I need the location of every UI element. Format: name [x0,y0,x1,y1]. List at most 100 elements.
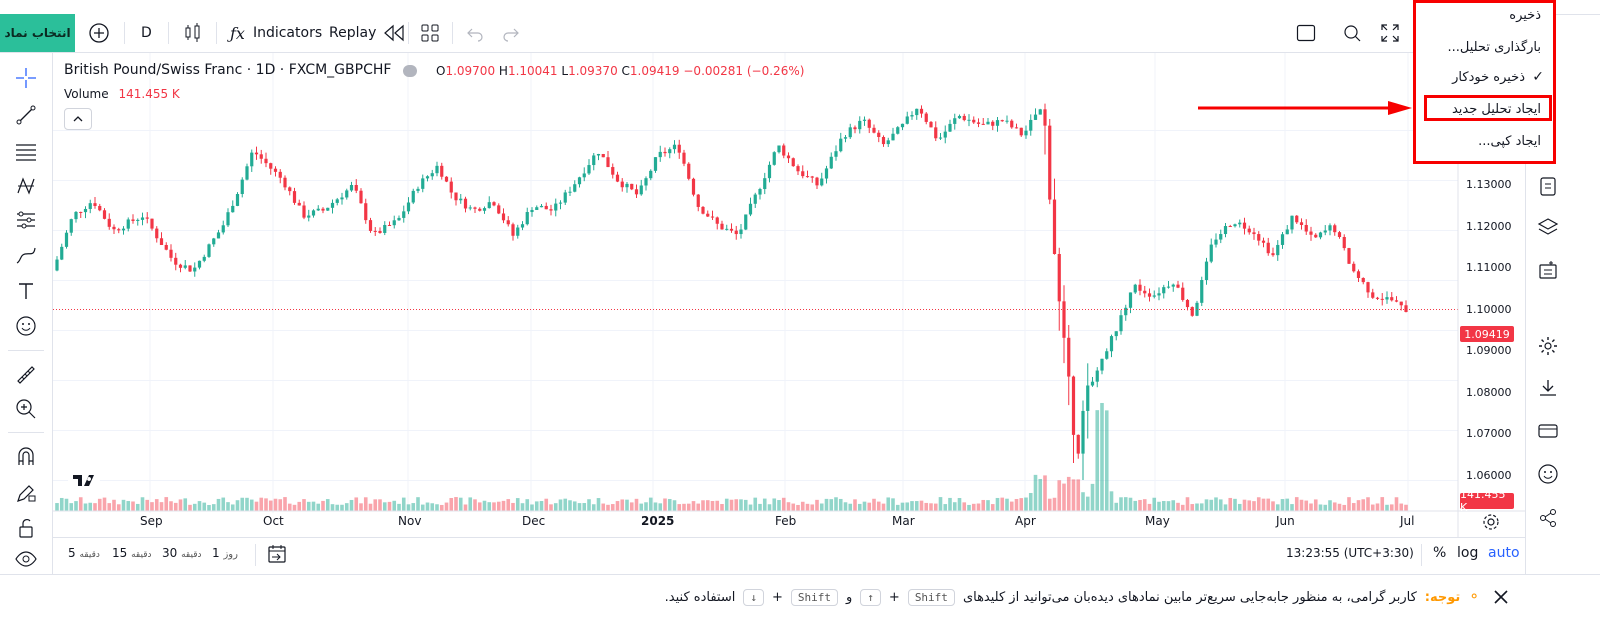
candle-body [1347,248,1351,264]
candle-body [715,217,719,224]
volume-bar [819,503,824,511]
axis-settings-button[interactable] [1482,513,1500,535]
quick-search-button[interactable] [1342,14,1362,52]
replay-button[interactable]: Replay [329,14,406,52]
symbol-title[interactable]: British Pound/Swiss Franc · 1D · FXCM_GB… [64,62,392,78]
volume-bar [183,498,188,511]
candle-body [753,194,757,204]
volume-bar [1085,496,1090,511]
candle-body [321,208,325,211]
replay-label: Replay [329,25,377,41]
menu-item-save[interactable]: ذخیره [1509,8,1541,23]
download-button[interactable] [1535,375,1561,401]
expand-button[interactable] [1380,14,1400,52]
range-30m[interactable]: 30 دقیقه [162,546,202,560]
candle-body [254,152,259,155]
status-dot [403,65,417,77]
layers-button[interactable] [1535,214,1561,240]
magnet-tool[interactable] [13,444,39,470]
candle-body [535,207,539,210]
volume-bar [606,504,610,511]
emoji-tool[interactable] [13,313,39,339]
candle-body [919,108,924,114]
close-notice-button[interactable] [1493,589,1509,609]
range-5m[interactable]: 5 دقیقه [68,546,100,560]
trend-line-tool[interactable] [13,102,39,128]
support-button[interactable] [1535,461,1561,487]
clock-timezone[interactable]: 13:23:55 (UTC+3:30) [1286,546,1414,560]
candle-body [169,249,173,258]
volume-bar [919,500,924,511]
candle-body [1152,295,1156,297]
volume-bar [1076,479,1081,511]
measure-tool[interactable] [13,362,39,388]
menu-item-load-analysis[interactable]: بارگذاری تحلیل... [1447,40,1541,55]
volume-bar [273,498,278,511]
range-15m[interactable]: 15 دقیقه [112,546,152,560]
fullscreen-window-button[interactable] [1296,14,1316,52]
payment-button[interactable] [1535,418,1561,444]
annotation-highlight-box [1424,95,1552,121]
zoom-in-tool[interactable] [13,396,39,422]
price-chart[interactable] [53,53,1525,537]
goto-date-button[interactable] [266,543,288,569]
volume-bar [544,498,549,511]
candle-body [278,171,282,178]
candle-body [1404,305,1408,312]
tradingview-logo[interactable] [68,467,100,493]
stay-drawing-tool[interactable] [13,480,39,506]
text-tool[interactable] [13,278,39,304]
watchlist-add-button[interactable] [1535,257,1561,283]
notes-button[interactable] [1535,173,1561,199]
candle-body [1247,228,1251,233]
volume-bar [767,504,772,511]
menu-item-new-analysis[interactable]: ایجاد تحلیل جدید [1451,102,1541,117]
settings-button[interactable] [1535,333,1561,359]
volume-bar [1385,504,1389,511]
volume-bar [1280,499,1285,511]
volume-bar [387,501,392,511]
fib-tool[interactable] [13,138,39,164]
volume-bar [401,497,406,511]
interval-button[interactable]: D [141,25,152,41]
indicators-button[interactable]: ƒx Indicators [230,14,322,52]
menu-item-autosave[interactable]: ذخیره خودکار [1452,70,1525,85]
volume-bar [444,502,449,511]
candle-body [587,165,591,174]
gear-icon [1539,337,1557,355]
candle-body [1162,287,1166,294]
symbol-search-button[interactable]: انتخاب نماد [0,14,75,52]
prediction-tool[interactable] [13,207,39,233]
candle-body [64,232,69,247]
chart-type-button[interactable] [183,14,203,52]
percent-toggle[interactable]: % [1433,545,1447,561]
checkmark-icon: ✓ [1532,69,1544,85]
function-icon: ƒx [230,23,245,43]
lock-drawings-tool[interactable] [13,515,39,541]
volume-bar [520,503,525,511]
layout-button[interactable] [420,14,440,52]
candle-body [1133,284,1137,293]
undo-button[interactable] [466,14,484,52]
share-button[interactable] [1535,505,1561,531]
toolbar-divider [216,22,217,44]
redo-button[interactable] [502,14,520,52]
volume-bar [477,502,482,511]
brush-tool[interactable] [13,242,39,268]
collapse-legend-button[interactable] [64,108,92,130]
pattern-tool[interactable] [13,173,39,199]
crosshair-tool[interactable] [13,65,39,91]
add-symbol-button[interactable] [88,14,110,52]
menu-item-make-copy[interactable]: ایجاد کپی... [1478,134,1541,149]
candle-body [682,152,686,164]
volume-bar [511,502,515,511]
auto-toggle[interactable]: auto [1488,545,1520,561]
notice-text-end: استفاده کنید. [664,589,736,605]
candle-body [164,244,168,250]
time-label: Feb [775,514,797,528]
volume-bar [245,497,249,511]
hide-drawings-tool[interactable] [13,546,39,572]
top-toolbar [0,14,1432,53]
range-1d[interactable]: 1 روز [212,546,238,560]
log-toggle[interactable]: log [1457,545,1479,561]
